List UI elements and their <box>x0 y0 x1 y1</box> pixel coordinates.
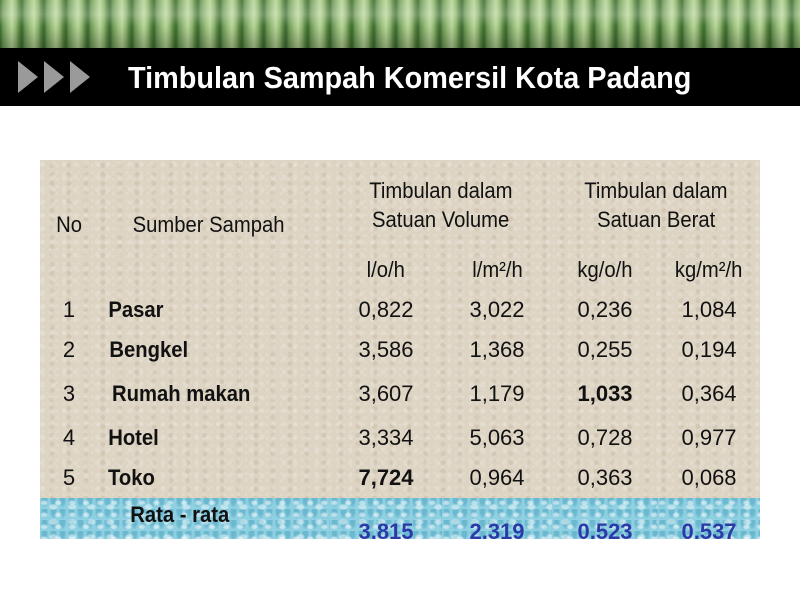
table-row: 5 Toko 7,724 0,964 0,363 0,068 <box>40 458 760 498</box>
cell-kgm2-h: 0,977 <box>681 425 737 450</box>
cell-kgm2-h: 0,364 <box>681 381 737 406</box>
slide-title: Timbulan Sampah Komersil Kota Padang <box>128 60 692 95</box>
header-source: Sumber Sampah <box>132 212 285 237</box>
cell-kgo-h: 1,033 <box>577 381 633 406</box>
average-lm2-h: 2,319 <box>442 498 553 539</box>
cell-kgm2-h: 1,084 <box>681 297 737 322</box>
bamboo-banner <box>0 0 800 48</box>
row-source: Bengkel <box>109 337 189 362</box>
row-number: 3 <box>62 381 76 406</box>
table-row: 4 Hotel 3,334 5,063 0,728 0,977 <box>40 418 760 458</box>
cell-lm2-h: 0,964 <box>469 465 525 490</box>
header-no: No <box>56 212 82 237</box>
table-row: 1 Pasar 0,822 3,022 0,236 1,084 <box>40 290 760 330</box>
row-number: 4 <box>62 425 76 450</box>
cell-lm2-h: 5,063 <box>469 425 525 450</box>
cell-lo-h: 3,586 <box>358 337 414 362</box>
row-source: Toko <box>108 465 155 490</box>
table-row: 2 Bengkel 3,586 1,368 0,255 0,194 <box>40 330 760 370</box>
row-source: Rumah makan <box>112 381 251 406</box>
header-weight-group: Timbulan dalam Satuan Berat <box>584 178 728 232</box>
cell-kgo-h: 0,728 <box>577 425 633 450</box>
cell-lo-h: 0,822 <box>358 297 414 322</box>
average-kgo-h: 0,523 <box>552 498 659 539</box>
cell-lo-h: 3,334 <box>358 425 414 450</box>
cell-lo-h: 3,607 <box>358 381 414 406</box>
row-source: Pasar <box>108 297 164 322</box>
table-row: 3 Rumah makan 3,607 1,179 1,033 0,364 <box>40 370 760 418</box>
average-lo-h: 3,815 <box>330 498 442 539</box>
unit-lo-h: l/o/h <box>366 257 406 282</box>
cell-lm2-h: 1,179 <box>469 381 525 406</box>
average-row: Rata - rata 3,815 2,319 0,523 0,537 <box>40 498 760 539</box>
data-table-container: No Sumber Sampah Timbulan dalam Satuan V… <box>40 160 760 539</box>
header-volume-group: Timbulan dalam Satuan Volume <box>369 178 513 232</box>
cell-lm2-h: 1,368 <box>469 337 525 362</box>
unit-row: l/o/h l/m²/h kg/o/h kg/m²/h <box>40 250 760 290</box>
unit-kgm2-h: kg/m²/h <box>675 257 743 282</box>
row-source: Hotel <box>108 425 159 450</box>
row-number: 5 <box>62 465 76 490</box>
cell-kgo-h: 0,255 <box>577 337 633 362</box>
cell-kgm2-h: 0,068 <box>681 465 737 490</box>
row-number: 1 <box>62 297 76 322</box>
unit-kgo-h: kg/o/h <box>577 257 633 282</box>
title-bar: Timbulan Sampah Komersil Kota Padang <box>0 48 800 106</box>
cell-kgo-h: 0,236 <box>577 297 633 322</box>
cell-lo-h: 7,724 <box>358 465 414 490</box>
average-label: Rata - rata <box>40 498 330 539</box>
cell-kgm2-h: 0,194 <box>681 337 737 362</box>
row-number: 2 <box>62 337 76 362</box>
cell-kgo-h: 0,363 <box>577 465 633 490</box>
header-row: No Sumber Sampah Timbulan dalam Satuan V… <box>40 160 760 250</box>
unit-lm2-h: l/m²/h <box>471 257 523 282</box>
cell-lm2-h: 3,022 <box>469 297 525 322</box>
triple-arrow-icon <box>18 61 90 93</box>
data-table: No Sumber Sampah Timbulan dalam Satuan V… <box>40 160 760 539</box>
average-kgm2-h: 0,537 <box>658 498 760 539</box>
